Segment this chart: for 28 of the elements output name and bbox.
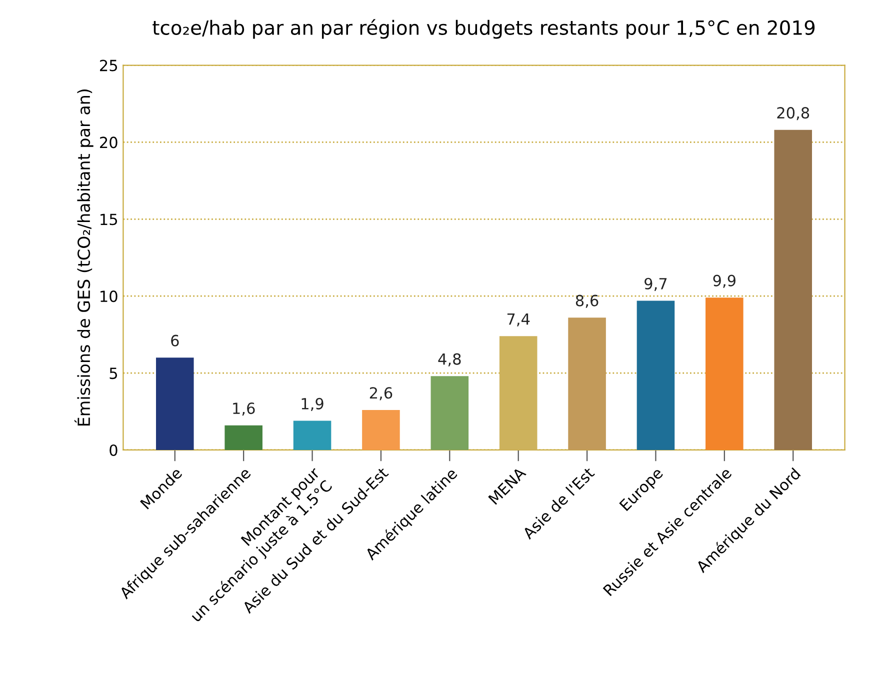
bar bbox=[362, 410, 400, 450]
data-label: 4,8 bbox=[438, 353, 461, 366]
y-tick-label: 20 bbox=[100, 136, 118, 148]
data-label: 20,8 bbox=[777, 107, 810, 120]
bar bbox=[774, 130, 812, 450]
bar bbox=[706, 298, 744, 450]
data-label: 7,4 bbox=[507, 313, 530, 326]
data-label: 6 bbox=[171, 334, 179, 346]
y-axis-title: Émissions de GES (tCO₂/habitant par an) bbox=[74, 90, 94, 426]
bar bbox=[224, 425, 262, 450]
data-label: 9,7 bbox=[644, 278, 667, 291]
bar bbox=[636, 300, 675, 450]
bar bbox=[499, 336, 538, 450]
bar bbox=[293, 420, 332, 450]
bar bbox=[430, 376, 469, 450]
y-tick-label: 5 bbox=[110, 368, 118, 380]
y-tick-label: 25 bbox=[100, 60, 118, 72]
bar bbox=[156, 358, 194, 450]
data-label: 8,6 bbox=[576, 294, 598, 308]
data-label: 1,6 bbox=[233, 402, 255, 416]
y-tick-label: 15 bbox=[100, 214, 118, 226]
data-label: 2,6 bbox=[370, 387, 392, 400]
y-tick-label: 10 bbox=[100, 290, 118, 302]
y-tick-label: 0 bbox=[110, 444, 118, 456]
data-label: 9,9 bbox=[713, 274, 736, 288]
data-label: 1,9 bbox=[302, 398, 324, 412]
chart-title: tco₂e/hab par an par région vs budgets restants pour 1,5°C en 2019 bbox=[152, 19, 815, 39]
bar bbox=[568, 318, 606, 450]
